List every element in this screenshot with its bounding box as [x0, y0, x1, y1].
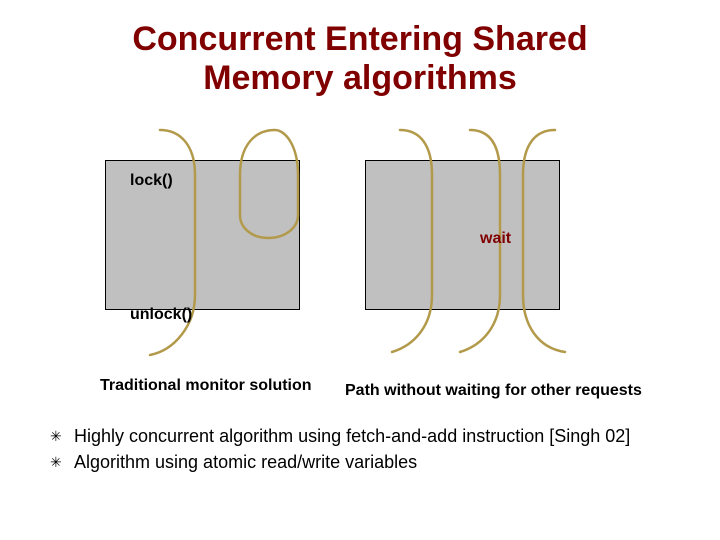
bullet-list: ✳ Highly concurrent algorithm using fetc…: [50, 425, 680, 477]
title-line-1: Concurrent Entering Shared: [132, 20, 587, 58]
diagram-area: lock() wait unlock() Traditional monitor…: [0, 120, 720, 410]
list-item: ✳ Highly concurrent algorithm using fetc…: [50, 425, 680, 447]
title-line-2: Memory algorithms: [203, 59, 517, 97]
bullet-icon: ✳: [50, 425, 74, 447]
slide-title: Concurrent Entering Shared Memory algori…: [0, 0, 720, 98]
label-unlock: unlock(): [130, 306, 192, 324]
list-item: ✳ Algorithm using atomic read/write vari…: [50, 451, 680, 473]
caption-left: Traditional monitor solution: [100, 377, 312, 395]
bullet-icon: ✳: [50, 451, 74, 473]
caption-right: Path without waiting for other requests: [345, 382, 642, 400]
label-wait: wait: [480, 230, 511, 248]
thread-curves: [0, 120, 720, 410]
label-lock: lock(): [130, 172, 173, 190]
bullet-text: Highly concurrent algorithm using fetch-…: [74, 425, 630, 447]
bullet-text: Algorithm using atomic read/write variab…: [74, 451, 417, 473]
